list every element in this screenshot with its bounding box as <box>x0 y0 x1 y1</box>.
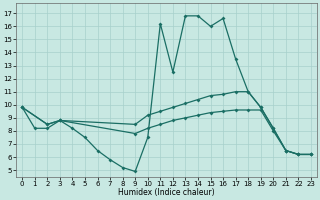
X-axis label: Humidex (Indice chaleur): Humidex (Indice chaleur) <box>118 188 215 197</box>
